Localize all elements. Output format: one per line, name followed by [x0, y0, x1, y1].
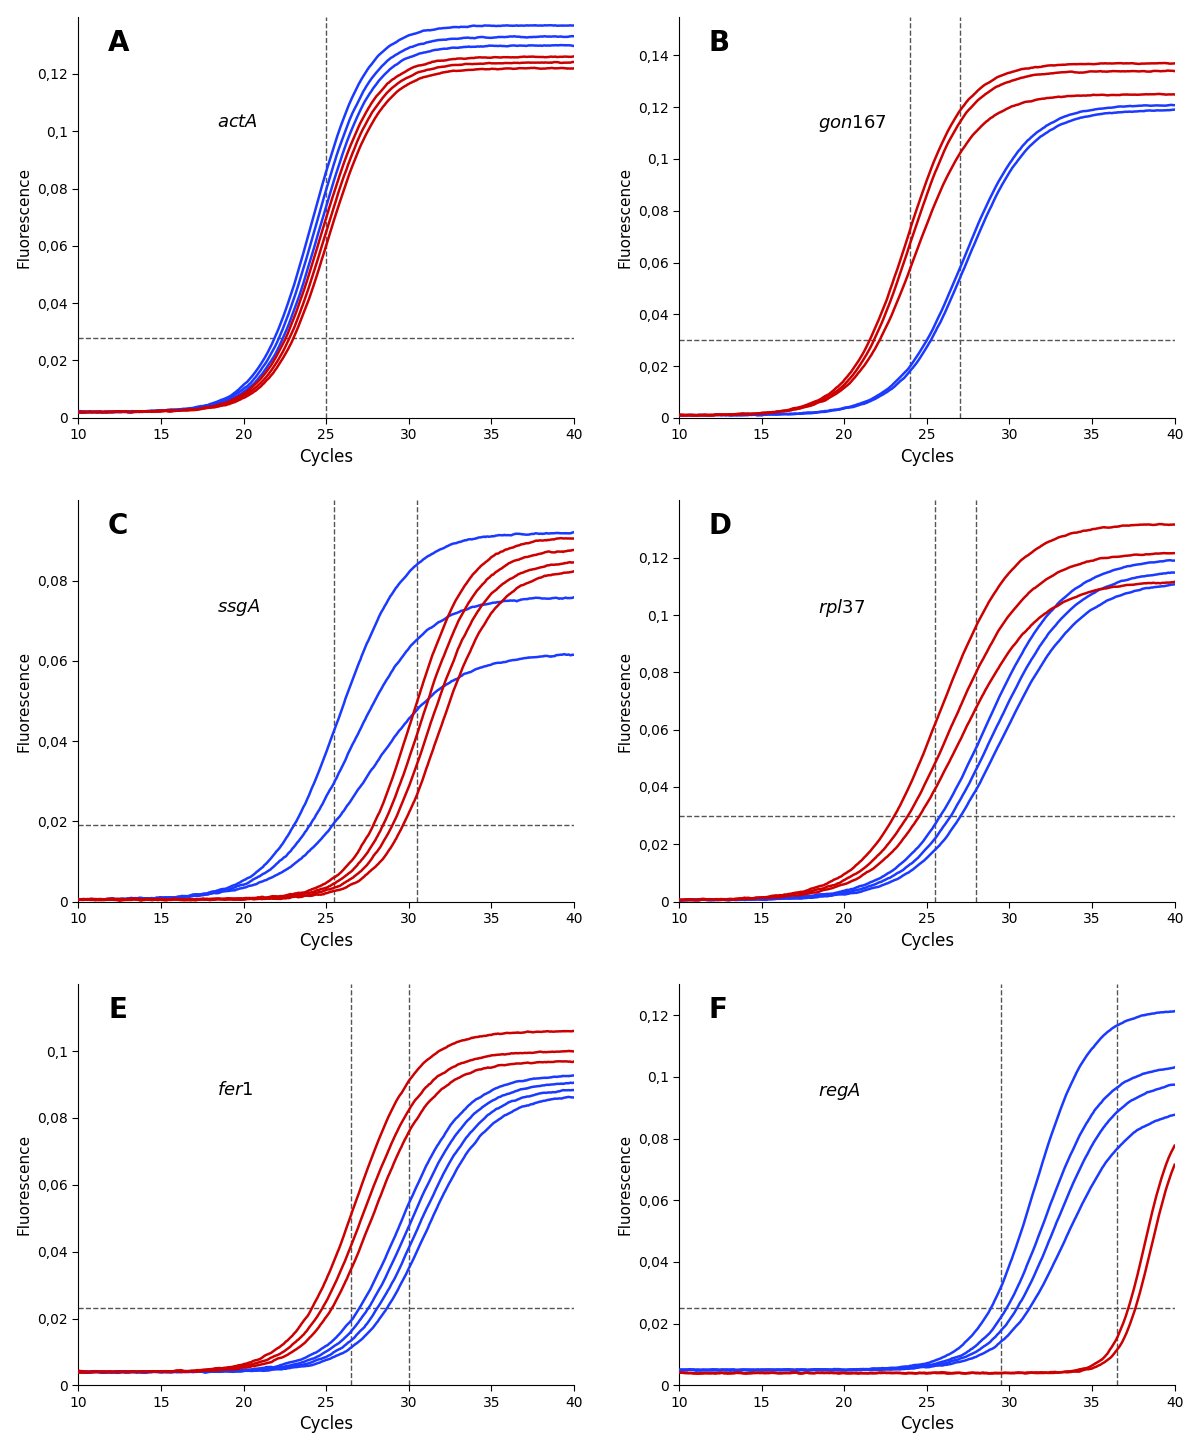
X-axis label: Cycles: Cycles: [900, 1415, 954, 1434]
Y-axis label: Fluorescence: Fluorescence: [17, 167, 31, 268]
Text: $\it{gon167}$: $\it{gon167}$: [818, 113, 887, 133]
Text: $\it{fer1}$: $\it{fer1}$: [217, 1080, 253, 1099]
X-axis label: Cycles: Cycles: [900, 448, 954, 465]
X-axis label: Cycles: Cycles: [900, 931, 954, 950]
Text: $\it{actA}$: $\it{actA}$: [217, 113, 258, 130]
X-axis label: Cycles: Cycles: [299, 931, 353, 950]
X-axis label: Cycles: Cycles: [299, 1415, 353, 1434]
Y-axis label: Fluorescence: Fluorescence: [617, 1134, 632, 1235]
Text: D: D: [709, 512, 732, 541]
Text: A: A: [108, 29, 130, 57]
Y-axis label: Fluorescence: Fluorescence: [17, 1134, 31, 1235]
Text: F: F: [709, 996, 727, 1024]
Text: E: E: [108, 996, 127, 1024]
Y-axis label: Fluorescence: Fluorescence: [17, 651, 31, 751]
Text: $\it{ssgA}$: $\it{ssgA}$: [217, 597, 260, 618]
Text: $\it{regA}$: $\it{regA}$: [818, 1080, 860, 1102]
X-axis label: Cycles: Cycles: [299, 448, 353, 465]
Y-axis label: Fluorescence: Fluorescence: [617, 167, 632, 268]
Text: C: C: [108, 512, 128, 541]
Text: B: B: [709, 29, 730, 57]
Y-axis label: Fluorescence: Fluorescence: [617, 651, 632, 751]
Text: $\it{rpl37}$: $\it{rpl37}$: [818, 597, 865, 619]
